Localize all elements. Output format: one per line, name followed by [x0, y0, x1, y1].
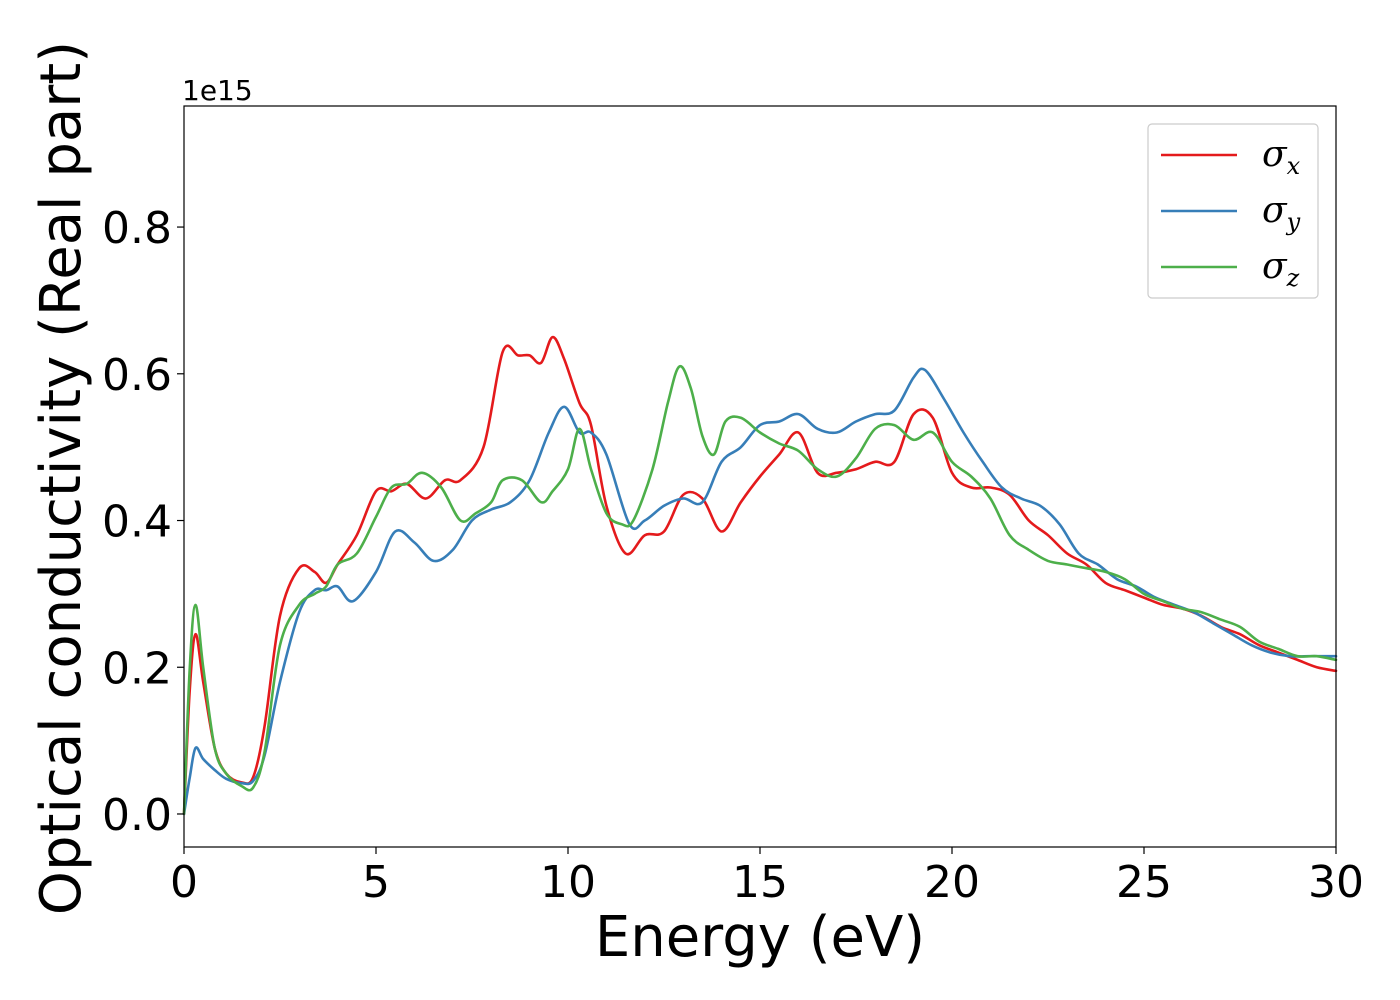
- x-tick-label: 20: [924, 857, 980, 908]
- legend-label-z: σz: [1262, 246, 1300, 292]
- y-tick-label: 0.4: [102, 497, 172, 548]
- x-tick-label: 25: [1116, 857, 1172, 908]
- series-line-z: [182, 364, 1338, 816]
- y-offset-label: 1e15: [182, 74, 253, 107]
- y-tick-label: 0.8: [102, 203, 172, 254]
- x-tick-label: 5: [362, 857, 390, 908]
- y-axis-title: Optical conductivity (Real part): [29, 41, 94, 915]
- y-axis: 0.0 0.2 0.4 0.6 0.8: [102, 203, 184, 841]
- series-line-y: [182, 367, 1338, 816]
- y-tick-label: 0.2: [102, 643, 172, 694]
- x-axis: 0 5 10 15 20 25 30: [170, 847, 1364, 908]
- legend: σx σy σz: [1147, 123, 1319, 299]
- x-tick-label: 30: [1308, 857, 1364, 908]
- x-tick-label: 0: [170, 857, 198, 908]
- y-tick-label: 0.0: [102, 790, 172, 841]
- legend-label-x: σx: [1262, 134, 1301, 180]
- x-axis-title: Energy (eV): [595, 905, 925, 970]
- legend-label-y: σy: [1262, 190, 1301, 236]
- x-tick-label: 10: [540, 857, 596, 908]
- y-tick-label: 0.6: [102, 350, 172, 401]
- plot-lines: [182, 335, 1338, 816]
- series-line-x: [182, 335, 1338, 816]
- x-tick-label: 15: [732, 857, 788, 908]
